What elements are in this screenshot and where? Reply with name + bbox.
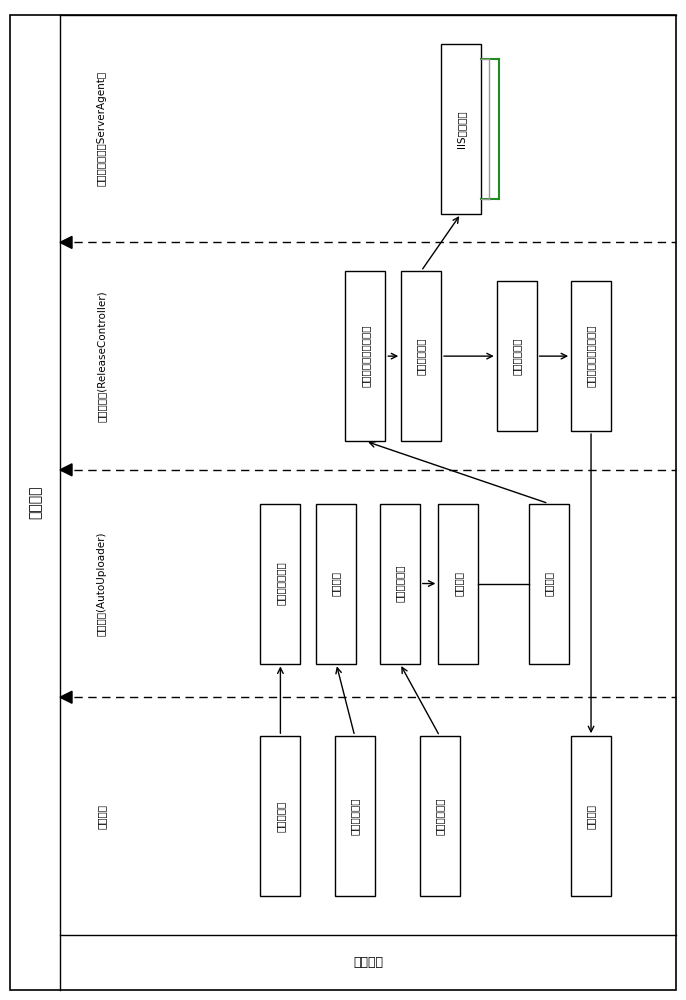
Text: 调用代理指令: 调用代理指令 [416, 337, 426, 375]
Bar [335, 736, 375, 896]
Bar [345, 271, 386, 441]
Text: 配置切换: 配置切换 [543, 571, 554, 596]
Text: 上传模块: 上传模块 [453, 571, 463, 596]
Text: 上传系统(AutoUploader): 上传系统(AutoUploader) [97, 531, 107, 636]
Text: 获取代码及文件: 获取代码及文件 [275, 562, 285, 605]
Text: 编译站点: 编译站点 [331, 571, 341, 596]
Bar [441, 44, 481, 214]
Bar [571, 736, 611, 896]
Text: 启动集群操作（拉出）: 启动集群操作（拉出） [360, 325, 370, 387]
Text: 上传生产成功: 上传生产成功 [435, 797, 445, 835]
Polygon shape [60, 236, 72, 248]
Bar [316, 504, 356, 664]
Text: 激活应用程序: 激活应用程序 [512, 337, 521, 375]
Text: 发布操作面板: 发布操作面板 [350, 797, 359, 835]
Bar [401, 271, 441, 441]
Text: 启动集群操作（拉入）: 启动集群操作（拉入） [586, 325, 596, 387]
Text: 发布结果: 发布结果 [586, 804, 596, 829]
Text: 逻辑架构: 逻辑架构 [28, 486, 42, 519]
Bar [420, 736, 460, 896]
Bar [261, 736, 300, 896]
Text: 部署步骤: 部署步骤 [353, 956, 383, 969]
Polygon shape [60, 464, 72, 476]
Text: 待发布程序包: 待发布程序包 [395, 565, 405, 602]
Text: 发布申请单: 发布申请单 [275, 800, 285, 832]
Text: 发布控制器(ReleaseController): 发布控制器(ReleaseController) [97, 290, 107, 422]
Bar [261, 504, 300, 664]
Polygon shape [60, 691, 72, 703]
Bar [571, 281, 611, 431]
Bar [438, 504, 478, 664]
Bar [380, 504, 420, 664]
Text: 发布代理服务（ServerAgent）: 发布代理服务（ServerAgent） [97, 71, 107, 186]
Bar [497, 281, 536, 431]
Text: IIS配置切换: IIS配置切换 [456, 110, 466, 148]
Bar [528, 504, 569, 664]
Text: 发布管理: 发布管理 [97, 804, 107, 829]
